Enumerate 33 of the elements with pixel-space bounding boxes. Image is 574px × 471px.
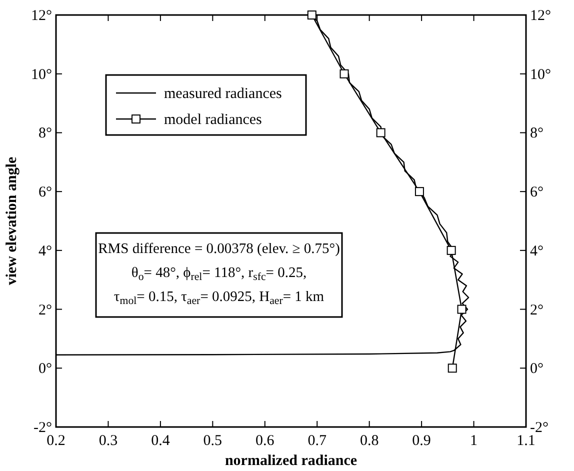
y-tick-label: -2° — [34, 420, 52, 436]
y2-tick-label: 0° — [530, 361, 544, 378]
annotation: RMS difference = 0.00378 (elev. ≥ 0.75°) — [98, 241, 340, 257]
x-tick-label: 0.6 — [256, 433, 275, 449]
y-tick-label: 2° — [38, 302, 52, 318]
y2-tick-label: 2° — [530, 302, 544, 318]
y2-tick-label: 6° — [530, 184, 544, 201]
x-tick-label: 0.7 — [308, 433, 327, 449]
x-tick-label: 0.9 — [412, 433, 431, 449]
y2-tick-label: 10° — [530, 66, 551, 83]
legend-label: model radiances — [164, 112, 262, 128]
y2-tick-label: 4° — [530, 243, 544, 260]
x-tick-label: 0.2 — [46, 433, 66, 449]
y-axis-title: view elevation angle — [4, 156, 20, 286]
y-tick-label: 0° — [38, 361, 52, 378]
y-tick-label: 10° — [31, 66, 52, 83]
y2-tick-label: 12° — [530, 8, 551, 24]
x-tick-label: 0.5 — [203, 433, 222, 449]
x-tick-label: 1.1 — [516, 433, 536, 449]
y-tick-label: 6° — [38, 184, 52, 201]
x-tick-label: 0.3 — [98, 433, 118, 449]
legend-label: measured radiances — [164, 86, 282, 102]
annotation: τ$_{mol}$= 0.15, τ$_{aer}$= 0.0925, H$_{aer}$= 1 km — [114, 289, 325, 308]
x-tick-label: 0.4 — [151, 433, 170, 449]
x-tick-label: 1 — [470, 433, 478, 449]
y-tick-label: 12° — [31, 8, 52, 24]
y-tick-label: 4° — [38, 243, 52, 260]
y2-tick-label: -2° — [530, 420, 548, 436]
annotation: θ$_{o}$= 48°, ϕ$_{rel}$= 118°, r$_{sfc}$= 0.25, — [131, 265, 307, 284]
x-axis-title: normalized radiance — [224, 453, 358, 469]
x-tick-label: 0.8 — [360, 433, 379, 449]
y-tick-label: 8° — [38, 126, 52, 142]
y2-tick-label: 8° — [530, 126, 544, 142]
